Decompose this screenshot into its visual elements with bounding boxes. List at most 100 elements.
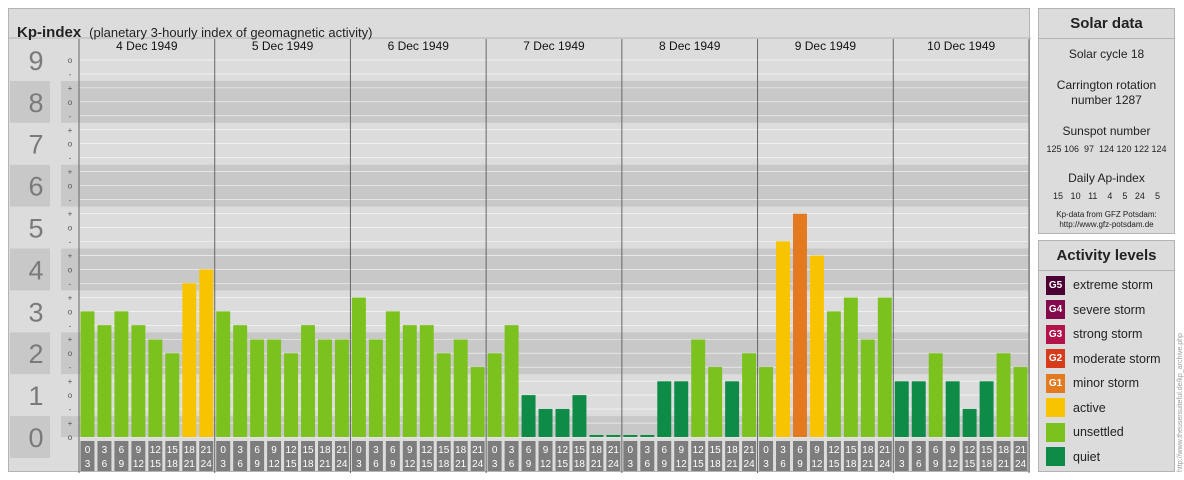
kp-bar [250, 339, 265, 437]
interval-box [843, 441, 858, 471]
interval-label-end: 18 [845, 459, 857, 470]
y-minor-label: + [68, 377, 73, 386]
interval-box [334, 441, 349, 471]
interval-label-end: 6 [237, 459, 243, 470]
kp-bar [606, 435, 621, 437]
kp-bar [708, 367, 723, 437]
chart-title: Kp-index (planetary 3-hourly index of geo… [17, 24, 372, 41]
interval-label-end: 24 [608, 459, 620, 470]
legend-item-g4: G4 severe storm [1039, 298, 1174, 323]
interval-box [674, 441, 689, 471]
interval-label-end: 18 [438, 459, 450, 470]
y-minor-label: - [69, 196, 72, 205]
y-label-bg [10, 248, 50, 291]
interval-box [368, 441, 383, 471]
interval-label-start: 18 [319, 445, 331, 456]
y-minor-label: o [68, 349, 73, 358]
interval-label-end: 9 [390, 459, 396, 470]
interval-label-start: 3 [645, 445, 651, 456]
kp-bar [776, 241, 790, 437]
legend-label-g4: severe storm [1073, 302, 1146, 317]
interval-label-start: 0 [763, 445, 769, 456]
kp-bar [453, 339, 468, 437]
interval-label-end: 3 [492, 459, 498, 470]
y-label-bg [10, 374, 50, 417]
legend-label-g1: minor storm [1073, 376, 1139, 391]
interval-label-start: 0 [356, 445, 362, 456]
y-minor-label: - [69, 154, 72, 163]
interval-label-end: 21 [184, 459, 196, 470]
kp-bar [640, 435, 655, 437]
kp-bar [945, 381, 960, 437]
interval-box [419, 441, 434, 471]
y-minor-label: o [68, 391, 73, 400]
interval-box [742, 441, 757, 471]
interval-label-end: 6 [780, 459, 786, 470]
interval-box [708, 441, 723, 471]
interval-box [911, 441, 926, 471]
interval-label-start: 12 [964, 445, 976, 456]
interval-label-start: 9 [814, 445, 820, 456]
interval-label-start: 0 [492, 445, 498, 456]
interval-box [877, 441, 892, 471]
watermark: http://www.theusersuiteful.de/kp_archive… [1176, 240, 1184, 472]
kp-bar [318, 339, 332, 437]
kp-bar [793, 213, 807, 437]
interval-label-start: 21 [336, 445, 348, 456]
kp-bar [351, 297, 366, 437]
y-tick-label: 9 [28, 46, 43, 76]
interval-label-start: 9 [407, 445, 413, 456]
interval-box [826, 441, 841, 471]
y-minor-label: + [68, 293, 73, 302]
interval-label-end: 9 [254, 459, 260, 470]
interval-label-start: 0 [628, 445, 634, 456]
interval-box [572, 441, 587, 471]
interval-box [80, 441, 95, 471]
interval-label-end: 24 [336, 459, 348, 470]
interval-label-start: 21 [201, 445, 213, 456]
kp-bar [623, 435, 638, 437]
interval-label-start: 6 [933, 445, 939, 456]
y-label-bg [10, 122, 50, 165]
interval-box [589, 441, 604, 471]
interval-box [165, 441, 180, 471]
source-line2[interactable]: http://www.gfz-potsdam.de [1059, 220, 1154, 229]
interval-box [1013, 441, 1028, 471]
interval-label-end: 6 [916, 459, 922, 470]
interval-box [979, 441, 994, 471]
interval-label-start: 18 [727, 445, 739, 456]
y-minor-label: - [69, 405, 72, 414]
kp-bar [131, 325, 146, 437]
interval-box [538, 441, 553, 471]
interval-box [860, 441, 875, 471]
interval-label-end: 18 [302, 459, 314, 470]
interval-box [301, 441, 315, 471]
interval-label-end: 9 [933, 459, 939, 470]
ap-title: Daily Ap-index [1068, 171, 1145, 185]
interval-box [962, 441, 977, 471]
kp-bar [97, 325, 112, 437]
legend-item-quiet: quiet [1039, 445, 1174, 470]
interval-box [199, 441, 214, 471]
interval-box [945, 441, 960, 471]
y-minor-label: o [68, 56, 73, 65]
interval-label-end: 3 [763, 459, 769, 470]
y-minor-label: o [68, 224, 73, 233]
legend-swatch-g5: G5 [1046, 275, 1065, 295]
kp-bar [759, 367, 774, 437]
interval-label-end: 9 [526, 459, 532, 470]
interval-label-start: 0 [220, 445, 226, 456]
interval-label-end: 24 [201, 459, 213, 470]
kp-bar [368, 339, 383, 437]
y-minor-label: + [68, 335, 73, 344]
interval-label-start: 6 [661, 445, 667, 456]
kp-bar [657, 381, 672, 437]
kp-bar [860, 339, 875, 437]
y-minor-label: + [68, 84, 73, 93]
interval-label-end: 21 [319, 459, 331, 470]
interval-box [97, 441, 112, 471]
interval-label-start: 6 [390, 445, 396, 456]
y-label-bg [10, 332, 50, 375]
solar-cycle: Solar cycle 18 [1068, 47, 1145, 61]
interval-label-end: 21 [727, 459, 739, 470]
